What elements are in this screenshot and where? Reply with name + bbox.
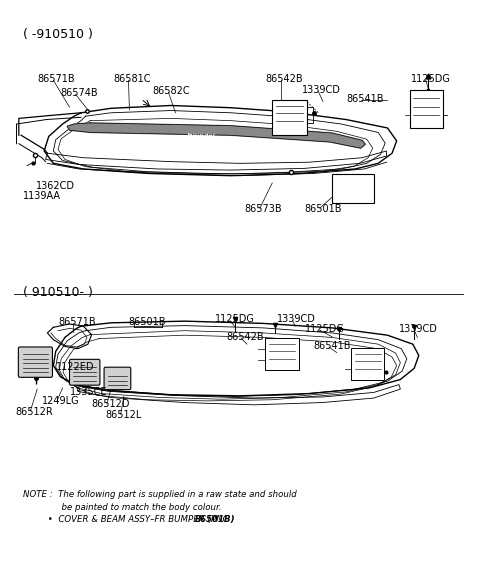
FancyBboxPatch shape xyxy=(104,367,131,390)
Text: ( -910510 ): ( -910510 ) xyxy=(24,27,93,41)
FancyBboxPatch shape xyxy=(272,100,307,135)
Text: 86501B: 86501B xyxy=(304,204,342,214)
Text: 1125DG: 1125DG xyxy=(304,324,344,334)
FancyBboxPatch shape xyxy=(70,359,100,385)
Text: •  COVER & BEAM ASSY–FR BUMPER (PNC ;: • COVER & BEAM ASSY–FR BUMPER (PNC ; xyxy=(23,515,239,524)
Text: 86574B: 86574B xyxy=(60,88,98,98)
Text: 1362CD: 1362CD xyxy=(36,181,75,191)
Polygon shape xyxy=(67,123,365,148)
Text: 86501B): 86501B) xyxy=(195,515,236,524)
Text: 1125DG: 1125DG xyxy=(215,315,254,325)
Text: 86542B: 86542B xyxy=(226,332,264,342)
Text: NOTE :  The following part is supplied in a raw state and should: NOTE : The following part is supplied in… xyxy=(23,490,296,499)
Text: 1122ED: 1122ED xyxy=(56,362,94,371)
Text: 86573B: 86573B xyxy=(245,204,282,214)
Text: 1335CE: 1335CE xyxy=(70,387,107,397)
Text: 1249LG: 1249LG xyxy=(42,396,80,406)
Text: 1125DG: 1125DG xyxy=(410,74,450,84)
Text: 86501B: 86501B xyxy=(129,317,166,327)
Text: hyundai: hyundai xyxy=(187,133,215,139)
Text: 86582C: 86582C xyxy=(153,87,190,97)
Text: 1139AA: 1139AA xyxy=(24,191,61,201)
Text: be painted to match the body colour.: be painted to match the body colour. xyxy=(23,503,221,511)
FancyBboxPatch shape xyxy=(351,347,384,380)
Text: 86512R: 86512R xyxy=(15,407,53,417)
Text: 1339CD: 1339CD xyxy=(277,315,316,325)
FancyBboxPatch shape xyxy=(332,174,374,203)
Text: 1339CD: 1339CD xyxy=(399,324,438,334)
Text: 86512D: 86512D xyxy=(92,399,130,409)
Text: 86541B: 86541B xyxy=(314,341,351,351)
Text: ( 910510- ): ( 910510- ) xyxy=(24,286,93,299)
Text: 86571B: 86571B xyxy=(58,317,96,327)
FancyBboxPatch shape xyxy=(265,338,299,370)
Text: 1339CD: 1339CD xyxy=(302,85,341,95)
Text: 86571B: 86571B xyxy=(37,74,75,84)
FancyBboxPatch shape xyxy=(410,90,443,128)
Text: 86542B: 86542B xyxy=(265,74,303,84)
Text: 86512L: 86512L xyxy=(106,410,142,420)
Text: 86581C: 86581C xyxy=(113,74,151,84)
Text: 86541B: 86541B xyxy=(346,94,384,104)
FancyBboxPatch shape xyxy=(18,347,52,377)
